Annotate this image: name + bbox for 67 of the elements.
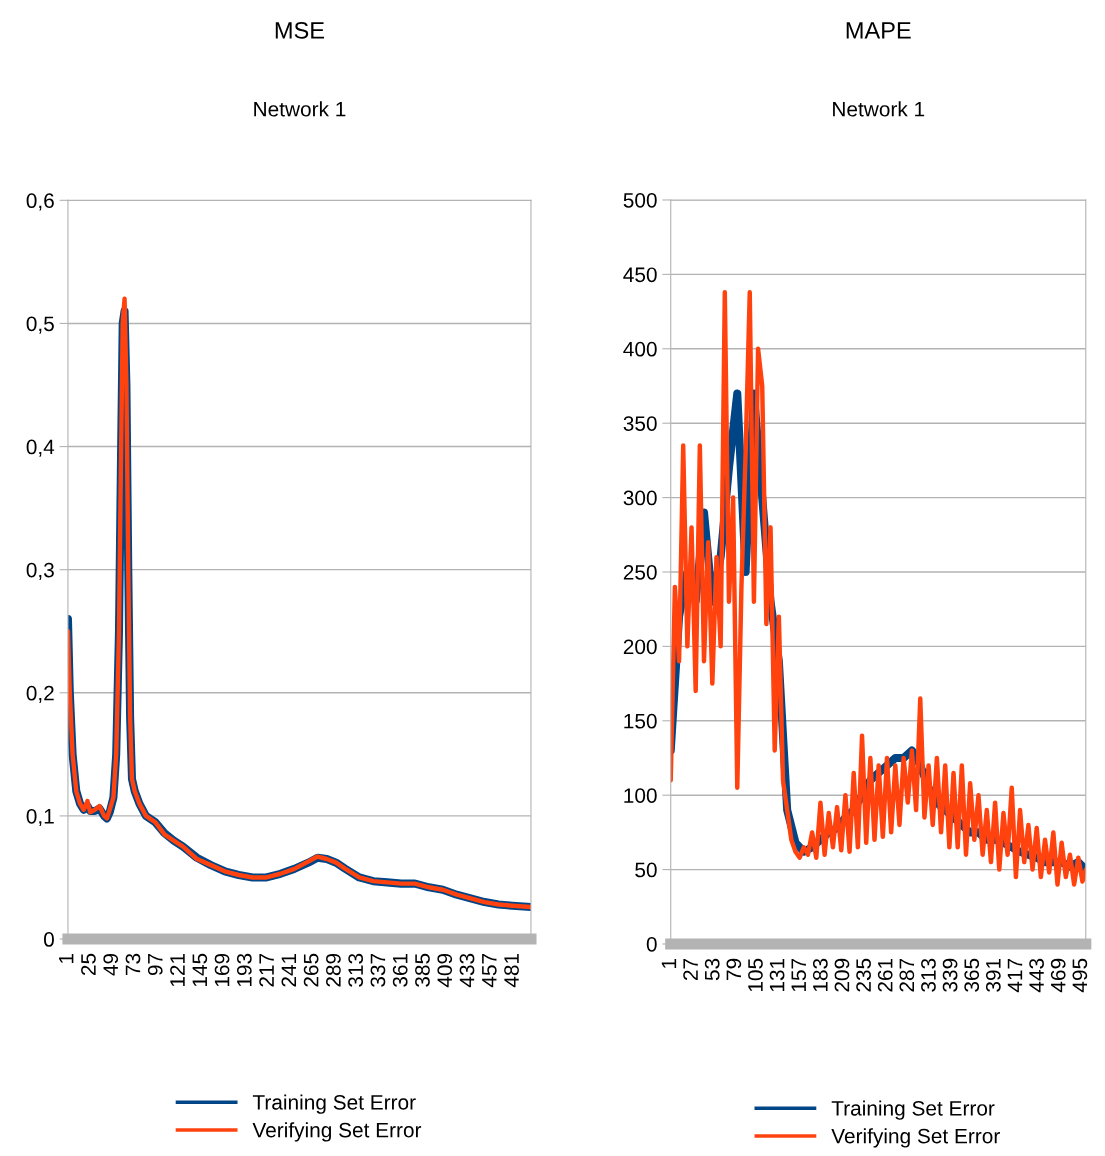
x-tick-label: 131 (769, 958, 785, 992)
x-tick-label: 27 (683, 958, 698, 980)
x-tick-label: 495 (1072, 958, 1088, 993)
y-tick-label: 500 (623, 192, 657, 208)
x-tick-label: 73 (125, 953, 141, 976)
x-tick-label: 157 (791, 958, 807, 992)
x-tick-label: 241 (281, 953, 297, 987)
x-tick-label: 79 (726, 958, 742, 980)
y-tick-label: 0,5 (26, 316, 54, 334)
legend-label: Verifying Set Error (252, 1122, 422, 1142)
x-tick-label: 417 (1007, 958, 1023, 993)
x-tick-label: 361 (392, 953, 408, 987)
y-tick-label: 250 (623, 564, 657, 580)
chart-subtitle: Network 1 (254, 101, 346, 117)
x-tick-label: 457 (482, 953, 497, 988)
y-tick-label: 0,2 (26, 685, 54, 704)
y-tick-label: 50 (635, 862, 657, 878)
x-tick-label: 235 (856, 958, 871, 992)
x-tick-label: 261 (877, 958, 893, 992)
legend-label: Training Set Error (252, 1094, 416, 1114)
chart-subtitle: Network 1 (833, 101, 925, 117)
x-tick-label: 145 (192, 953, 208, 987)
y-tick-label: 400 (623, 341, 657, 357)
x-tick-label: 385 (415, 953, 430, 987)
x-tick-label: 25 (81, 953, 96, 976)
x-tick-label: 481 (504, 953, 519, 988)
x-tick-label: 313 (921, 958, 936, 992)
chart-title: MAPE (846, 22, 911, 39)
y-tick-label: 0 (646, 936, 657, 952)
x-tick-label: 53 (704, 958, 720, 981)
x-tick-label: 217 (259, 953, 274, 987)
x-tick-label: 365 (964, 958, 980, 992)
legend-label: Verifying Set Error (831, 1128, 1000, 1148)
x-tick-label: 443 (1029, 958, 1044, 993)
x-tick-label: 97 (147, 953, 163, 976)
x-tick-label: 469 (1050, 958, 1066, 993)
x-tick-label: 313 (348, 953, 364, 987)
chart-title: MSE (275, 21, 325, 39)
x-tick-label: 193 (236, 953, 252, 987)
y-tick-label: 350 (623, 416, 657, 431)
x-tick-label: 409 (437, 953, 453, 988)
y-tick-label: 0,6 (26, 193, 54, 211)
x-tick-label: 265 (303, 953, 319, 987)
x-tick-label: 391 (985, 958, 1001, 992)
x-tick-label: 1 (59, 953, 74, 963)
x-tick-label: 289 (326, 953, 341, 987)
y-tick-label: 0,3 (26, 562, 54, 580)
x-tick-label: 169 (214, 953, 230, 987)
y-tick-label: 0,4 (26, 439, 55, 457)
y-tick-label: 0 (43, 932, 54, 947)
y-tick-label: 150 (624, 713, 657, 729)
x-tick-label: 337 (370, 953, 386, 987)
x-tick-label: 1 (661, 958, 677, 968)
legend-label: Training Set Error (831, 1100, 995, 1120)
x-tick-label: 287 (899, 958, 915, 992)
x-tick-label: 183 (812, 958, 828, 992)
x-tick-label: 339 (942, 958, 958, 992)
x-tick-label: 121 (170, 953, 185, 987)
y-tick-label: 300 (623, 490, 657, 506)
y-tick-label: 450 (623, 267, 657, 283)
x-tick-label: 105 (748, 958, 763, 992)
x-tick-label: 49 (103, 953, 119, 976)
x-tick-label: 433 (459, 953, 475, 988)
y-tick-label: 100 (624, 788, 657, 803)
y-tick-label: 0,1 (26, 808, 54, 827)
y-tick-label: 200 (623, 639, 657, 655)
x-tick-label: 209 (834, 958, 850, 992)
